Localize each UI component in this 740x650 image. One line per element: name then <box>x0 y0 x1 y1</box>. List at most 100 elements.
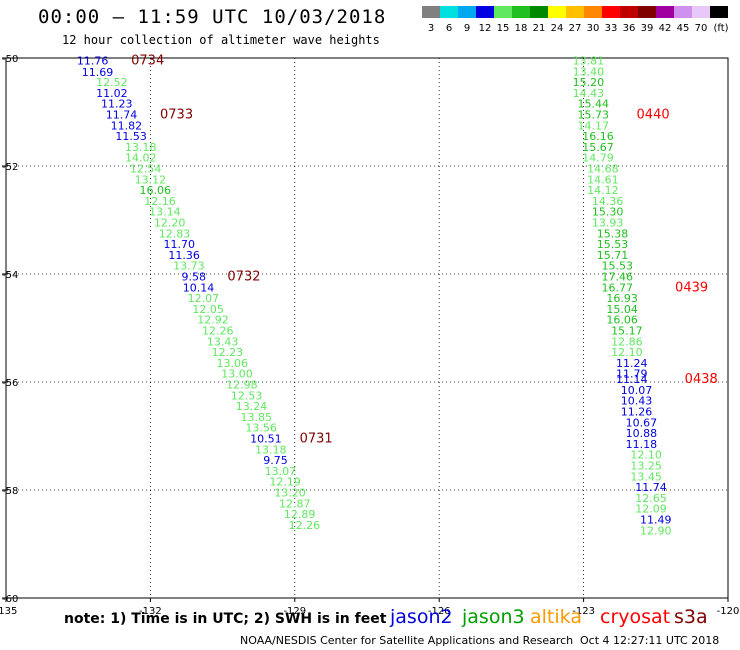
legend-label: 9 <box>464 23 470 34</box>
wave-height-value: 10.43 <box>621 395 653 408</box>
y-tick-label: -60 <box>2 594 18 605</box>
legend-swatch <box>674 6 692 18</box>
wave-height-value: 12.86 <box>611 335 643 348</box>
legend-swatch <box>584 6 602 18</box>
wave-height-value: 11.82 <box>111 119 143 132</box>
pass-time-annotation: 0733 <box>160 107 193 122</box>
chart-title: 00:00 – 11:59 UTC 10/03/2018 <box>38 6 387 28</box>
legend-label: 45 <box>677 23 690 34</box>
wave-height-value: 12.89 <box>284 508 316 521</box>
y-tick-label: -56 <box>2 378 18 389</box>
wave-height-value: 10.14 <box>183 281 215 294</box>
wave-height-value: 14.36 <box>592 195 624 208</box>
legend-label: 15 <box>497 23 510 34</box>
wave-height-value: 11.49 <box>640 513 672 526</box>
plot-frame <box>5 57 729 599</box>
wave-height-value: 12.16 <box>144 195 176 208</box>
legend-label: 33 <box>605 23 618 34</box>
wave-height-value: 13.20 <box>274 486 306 499</box>
wave-height-value: 11.18 <box>626 438 658 451</box>
wave-height-value: 10.88 <box>626 427 658 440</box>
wave-height-value: 12.26 <box>202 324 234 337</box>
wave-height-value: 15.53 <box>602 260 634 273</box>
wave-height-value: 15.04 <box>606 303 638 316</box>
wave-height-value: 11.02 <box>96 87 128 100</box>
legend-swatch <box>494 6 512 18</box>
wave-height-value: 14.02 <box>125 152 157 165</box>
y-tick-label: -54 <box>2 270 18 281</box>
legend-label: 70 <box>695 23 708 34</box>
pass-time-annotation: 0734 <box>131 53 164 68</box>
legend-label: 12 <box>479 23 492 34</box>
wave-height-value: 15.30 <box>592 206 624 219</box>
wave-height-value: 14.12 <box>587 184 619 197</box>
wave-height-value: 14.17 <box>577 119 609 132</box>
legend-swatch <box>458 6 476 18</box>
time-annotations: 0734 0733 0732 0731 0440 0439 0438 <box>131 53 718 446</box>
wave-height-value: 11.74 <box>635 481 667 494</box>
legend-swatch <box>422 6 440 18</box>
wave-height-value: 16.16 <box>582 130 614 143</box>
wave-height-value: 11.14 <box>616 373 648 386</box>
legend-label: 24 <box>551 23 564 34</box>
wave-height-value: 10.51 <box>250 432 282 445</box>
wave-height-value: 12.92 <box>197 314 229 327</box>
wave-height-value: 13.24 <box>236 400 268 413</box>
wave-height-value: 15.53 <box>597 238 629 251</box>
legend-label: 18 <box>515 23 528 34</box>
x-tick-label: -120 <box>717 606 740 617</box>
wave-height-value: 11.26 <box>621 405 653 418</box>
x-tick-label: -135 <box>0 606 17 617</box>
wave-height-value: 10.07 <box>621 384 653 397</box>
pass-time-annotation: 0732 <box>227 269 260 284</box>
wave-height-value: 12.90 <box>640 524 672 537</box>
wave-height-value: 14.79 <box>582 152 614 165</box>
wave-height-value: 14.68 <box>587 162 619 175</box>
wave-height-value: 17.46 <box>602 270 634 283</box>
wave-height-value: 15.67 <box>582 141 614 154</box>
wave-height-value: 16.06 <box>139 184 171 197</box>
wave-height-value: 12.53 <box>231 389 263 402</box>
y-tick-label: -58 <box>2 486 18 497</box>
y-tick-label: -52 <box>2 162 18 173</box>
wave-height-value: 14.43 <box>573 87 605 100</box>
pass-time-annotation: 0731 <box>300 431 333 446</box>
axis-ticks: -135 -132 -129 -126 -123 -120 -50 -52 -54 -56 -58 -… <box>0 54 739 617</box>
wave-height-value: 15.20 <box>573 76 605 89</box>
generated-timestamp: Oct 4 12:27:11 UTC 2018 <box>580 634 720 647</box>
wave-height-value: 12.05 <box>192 303 224 316</box>
wave-height-value: 11.53 <box>115 130 147 143</box>
pass-time-annotation: 0438 <box>685 372 718 387</box>
wave-height-value: 13.14 <box>149 206 181 219</box>
wave-height-value: 12.10 <box>611 346 643 359</box>
wave-height-value: 11.74 <box>106 108 138 121</box>
legend-swatch <box>656 6 674 18</box>
legend-label: 42 <box>659 23 672 34</box>
satellite-label-cryosat: cryosat <box>600 606 671 628</box>
wave-height-value: 13.25 <box>630 459 662 472</box>
credit-line: NOAA/NESDIS Center for Satellite Applica… <box>240 634 574 647</box>
wave-height-value: 15.71 <box>597 249 629 262</box>
legend-swatch <box>548 6 566 18</box>
x-tick-label: -132 <box>139 606 162 617</box>
legend-label: (ft) <box>713 23 728 34</box>
legend-label: 3 <box>428 23 434 34</box>
wave-height-value: 11.79 <box>616 368 648 381</box>
wave-height-value: 12.26 <box>289 519 321 532</box>
wave-height-value: 13.40 <box>573 65 605 78</box>
wave-height-value: 15.38 <box>597 227 629 240</box>
wave-height-value: 13.45 <box>630 470 662 483</box>
legend-swatch <box>710 6 728 18</box>
wave-height-value: 12.65 <box>635 492 667 505</box>
wave-height-value: 13.00 <box>221 368 253 381</box>
legend-swatch <box>530 6 548 18</box>
satellite-label-altika: altika <box>530 606 582 628</box>
wave-height-value: 13.06 <box>216 357 248 370</box>
footnote: note: 1) Time is in UTC; 2) SWH is in fe… <box>64 611 387 627</box>
legend-label: 39 <box>641 23 654 34</box>
wave-height-value: 12.98 <box>226 378 258 391</box>
wave-height-value: 11.23 <box>101 98 133 111</box>
satellite-label-jason3: jason3 <box>462 606 525 628</box>
wave-height-value: 12.09 <box>635 503 667 516</box>
wave-height-value: 16.93 <box>606 292 638 305</box>
